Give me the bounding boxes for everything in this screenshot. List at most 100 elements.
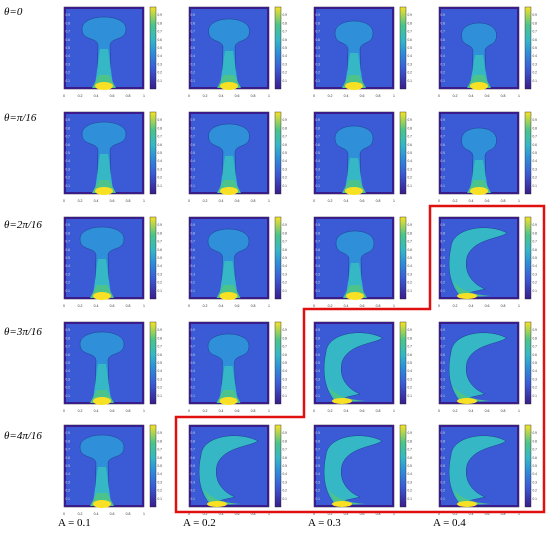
x-tick-label: 0.8 [251, 94, 256, 98]
x-tick-label: 0 [63, 512, 65, 516]
colorbar-tick-label: 0.7 [533, 345, 538, 349]
x-tick-label: 0.2 [78, 94, 83, 98]
y-tick-label: 0.8 [441, 126, 446, 130]
colorbar-tick-label: 0.2 [533, 489, 538, 493]
y-tick-label: 0.3 [316, 377, 321, 381]
y-tick-labels: 0.1 0.2 0.3 0.4 0.5 0.6 0.7 0.8 0.9 [441, 328, 446, 398]
y-tick-label: 0.4 [191, 159, 196, 163]
x-tick-label: 0.4 [469, 304, 474, 308]
y-tick-label: 0.1 [441, 79, 446, 83]
y-tick-label: 0.2 [66, 489, 71, 493]
contour-panel: 0 0.2 0.4 0.6 0.8 1 0.1 0.2 0.3 0.4 0.5 0.6 0.7 0.8 0.… [183, 110, 301, 208]
colorbar-tick-label: 0.8 [408, 439, 413, 443]
x-tick-label: 1 [268, 199, 270, 203]
x-tick-labels: 0 0.2 0.4 0.6 0.8 1 [63, 304, 145, 308]
y-tick-label: 0.6 [66, 353, 71, 357]
x-tick-label: 0.4 [219, 94, 224, 98]
y-tick-label: 0.1 [66, 184, 71, 188]
x-tick-label: 0.4 [469, 512, 474, 516]
x-tick-label: 0.8 [126, 94, 131, 98]
x-tick-label: 0 [188, 199, 190, 203]
colorbar-tick-label: 0.7 [408, 30, 413, 34]
colorbar-tick-label: 0.3 [408, 272, 413, 276]
contour-plot [188, 321, 270, 405]
row-label-0: θ=0 [4, 6, 23, 18]
y-tick-label: 0.3 [191, 167, 196, 171]
y-tick-label: 0.3 [316, 272, 321, 276]
colorbar-tick-label: 0.1 [158, 289, 163, 293]
contour-panel: 0 0.2 0.4 0.6 0.8 1 0.1 0.2 0.3 0.4 0.5 0.6 0.7 0.8 0.… [183, 423, 301, 521]
x-tick-label: 0.4 [344, 512, 349, 516]
y-tick-label: 0.3 [441, 480, 446, 484]
y-tick-label: 0.6 [191, 353, 196, 357]
colorbar-tick-label: 0.4 [158, 54, 163, 58]
colorbar-tick-label: 0.3 [533, 480, 538, 484]
y-tick-labels: 0.1 0.2 0.3 0.4 0.5 0.6 0.7 0.8 0.9 [191, 118, 196, 188]
colorbar-tick-label: 0.4 [533, 264, 538, 268]
x-tick-label: 0.6 [235, 199, 240, 203]
x-tick-label: 0 [313, 409, 315, 413]
y-tick-labels: 0.1 0.2 0.3 0.4 0.5 0.6 0.7 0.8 0.9 [66, 431, 71, 501]
colorbar-tick-label: 0.7 [283, 240, 288, 244]
x-tick-label: 0.6 [485, 409, 490, 413]
y-tick-label: 0.3 [191, 377, 196, 381]
colorbar-tick-label: 0.1 [533, 394, 538, 398]
colorbar-tick-label: 0.8 [408, 336, 413, 340]
y-tick-label: 0.6 [316, 143, 321, 147]
colorbar-tick-labels: 0.1 0.2 0.3 0.4 0.5 0.6 0.7 0.8 0.9 [158, 431, 163, 501]
contour-panel: 0 0.2 0.4 0.6 0.8 1 0.1 0.2 0.3 0.4 0.5 0.6 0.7 0.8 0.… [308, 5, 426, 103]
y-tick-label: 0.8 [316, 126, 321, 130]
y-tick-label: 0.8 [316, 231, 321, 235]
y-tick-label: 0.8 [66, 126, 71, 130]
x-tick-label: 0.4 [219, 199, 224, 203]
x-tick-label: 0.6 [235, 304, 240, 308]
y-tick-label: 0.5 [66, 46, 71, 50]
colorbar-tick-label: 0.9 [158, 223, 163, 227]
colorbar-tick-label: 0.3 [533, 272, 538, 276]
y-tick-labels: 0.1 0.2 0.3 0.4 0.5 0.6 0.7 0.8 0.9 [191, 13, 196, 83]
x-tick-label: 1 [143, 199, 145, 203]
y-tick-labels: 0.1 0.2 0.3 0.4 0.5 0.6 0.7 0.8 0.9 [316, 13, 321, 83]
colorbar-tick-label: 0.3 [158, 62, 163, 66]
y-tick-label: 0.2 [316, 71, 321, 75]
colorbar-tick-label: 0.2 [158, 489, 163, 493]
y-tick-label: 0.5 [66, 361, 71, 365]
x-tick-label: 0.2 [328, 94, 333, 98]
contour-plot [313, 111, 395, 195]
y-tick-label: 0.7 [316, 135, 321, 139]
colorbar-tick-label: 0.2 [283, 386, 288, 390]
x-tick-label: 0.2 [453, 199, 458, 203]
colorbar-tick-labels: 0.1 0.2 0.3 0.4 0.5 0.6 0.7 0.8 0.9 [283, 328, 288, 398]
y-tick-label: 0.3 [191, 62, 196, 66]
colorbar-tick-label: 0.4 [283, 264, 288, 268]
colorbar-tick-label: 0.5 [533, 464, 538, 468]
x-tick-label: 0 [188, 94, 190, 98]
colorbar-tick-label: 0.6 [283, 143, 288, 147]
y-tick-label: 0.2 [316, 386, 321, 390]
x-tick-labels: 0 0.2 0.4 0.6 0.8 1 [313, 409, 395, 413]
colorbar-tick-label: 0.2 [408, 489, 413, 493]
x-tick-label: 0 [438, 199, 440, 203]
colorbar-tick-label: 0.5 [158, 46, 163, 50]
colorbar-tick-label: 0.6 [533, 456, 538, 460]
colorbar-tick-label: 0.7 [158, 345, 163, 349]
x-tick-label: 0.2 [328, 199, 333, 203]
colorbar-tick-labels: 0.1 0.2 0.3 0.4 0.5 0.6 0.7 0.8 0.9 [408, 328, 413, 398]
y-tick-label: 0.9 [191, 431, 196, 435]
y-tick-label: 0.9 [66, 118, 71, 122]
y-tick-labels: 0.1 0.2 0.3 0.4 0.5 0.6 0.7 0.8 0.9 [191, 328, 196, 398]
y-tick-label: 0.6 [441, 353, 446, 357]
colorbar-tick-label: 0.5 [158, 151, 163, 155]
x-tick-label: 1 [393, 94, 395, 98]
y-tick-label: 0.3 [316, 480, 321, 484]
x-tick-labels: 0 0.2 0.4 0.6 0.8 1 [63, 512, 145, 516]
colorbar-tick-label: 0.9 [408, 431, 413, 435]
y-tick-label: 0.2 [316, 489, 321, 493]
x-tick-label: 0.4 [344, 199, 349, 203]
y-tick-label: 0.5 [191, 46, 196, 50]
colorbar-tick-label: 0.4 [158, 159, 163, 163]
y-tick-label: 0.2 [316, 176, 321, 180]
colorbar-tick-label: 0.8 [533, 439, 538, 443]
x-tick-label: 0.8 [376, 304, 381, 308]
y-tick-label: 0.1 [441, 289, 446, 293]
